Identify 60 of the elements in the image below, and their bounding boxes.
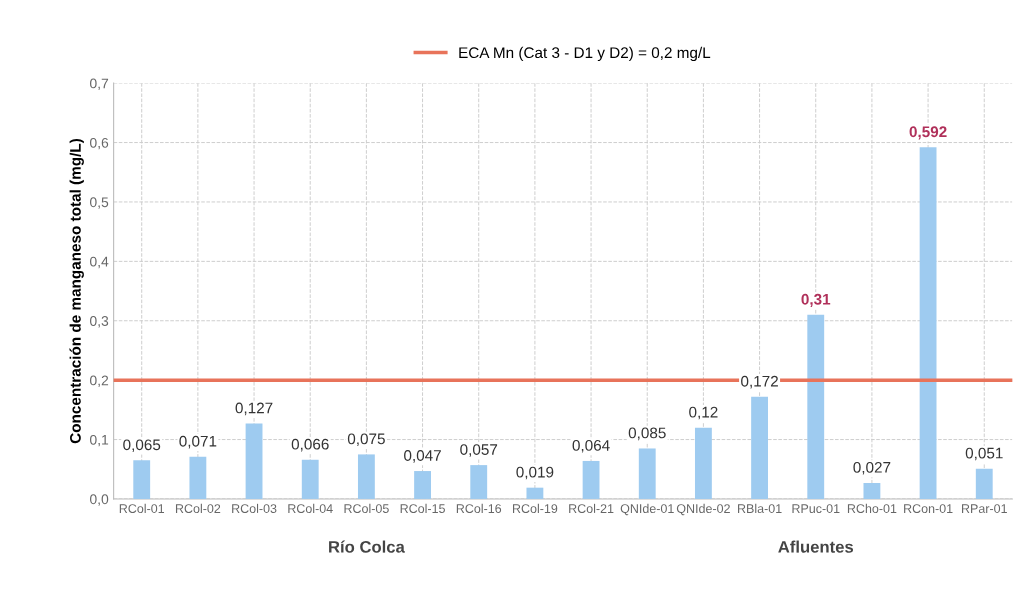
bar [133,460,151,499]
bar [694,427,712,499]
bar [751,396,768,499]
x-tick-label: RCol-15 [400,503,445,513]
data-label: 0,065 [123,439,161,453]
data-label: 0,127 [235,402,273,416]
data-label: 0,064 [572,439,610,453]
data-label: 0,085 [628,427,666,441]
y-axis-title: Concentración de manganeso total (mg/L) [69,139,84,444]
x-tick-label: RCol-19 [513,503,558,513]
x-tick-label: RCol-16 [456,503,502,513]
y-tick-label: 0,1 [90,434,109,447]
data-label: 0,051 [965,447,1003,461]
legend-label: ECA Mn (Cat 3 - D1 y D2) = 0,2 mg/L [459,46,711,62]
data-label: 0,057 [460,444,498,457]
y-tick-label: 0,5 [90,197,109,209]
x-tick-label: RCol-03 [232,503,277,513]
bar [582,460,600,499]
bar [414,471,431,499]
y-tick-label: 0,4 [90,256,109,269]
data-label: 0,075 [347,433,385,447]
bar [245,423,263,499]
x-tick-label: RCol-04 [288,503,333,513]
bar [638,448,656,499]
x-tick-label: QNIde-01 [620,503,674,516]
y-tick-label: 0,0 [90,494,109,506]
bar [357,454,375,499]
x-tick-label: RCon-01 [904,504,953,513]
data-label: 0,047 [404,450,441,463]
x-tick-label: RPuc-01 [792,504,840,513]
bar [470,465,488,499]
data-label: 0,066 [291,438,329,452]
data-label: 0,172 [741,375,778,389]
data-label: 0,019 [516,466,554,480]
x-tick-label: RBla-01 [738,503,782,513]
data-label: 0,12 [689,406,718,420]
data-label: 0,027 [853,461,891,475]
text: Afluentes [778,540,854,553]
x-tick-label: RCol-02 [175,503,221,513]
data-label: 0,071 [179,435,217,449]
y-tick-label: 0,3 [90,316,109,328]
x-tick-label: RCol-01 [119,503,165,513]
data-label: 0,31 [801,293,831,307]
bar [863,482,881,499]
x-tick-label: RCol-05 [344,503,389,513]
y-tick-label: 0,7 [90,78,109,90]
data-label: 0,592 [909,126,947,140]
bar [919,147,937,499]
text: Río Colca [329,540,405,553]
bar [301,459,319,499]
x-tick-label: RPar-01 [962,504,1007,513]
x-tick-label: QNIde-02 [676,503,730,516]
x-tick-label: RCho-01 [847,503,897,513]
bar [807,314,825,499]
x-tick-label: RCol-21 [569,503,614,513]
bar [526,487,544,499]
bar [189,456,207,499]
y-tick-label: 0,2 [90,375,109,387]
y-tick-label: 0,6 [90,137,109,150]
bar [975,468,993,499]
